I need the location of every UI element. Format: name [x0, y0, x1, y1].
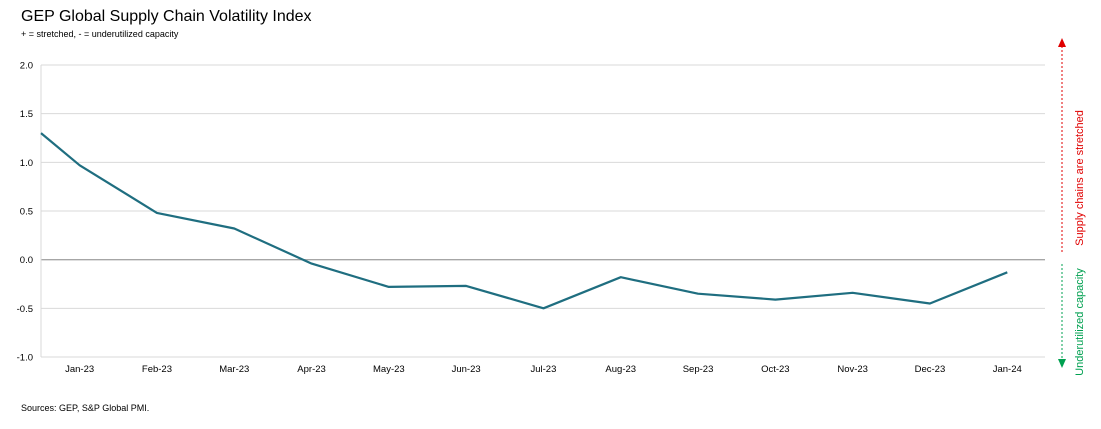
x-tick-label: Sep-23 — [683, 364, 714, 375]
x-tick-label: Mar-23 — [219, 364, 249, 375]
y-tick-label: -0.5 — [17, 304, 33, 315]
x-tick-label: Jul-23 — [531, 364, 557, 375]
x-tick-label: Dec-23 — [915, 364, 946, 375]
x-tick-label: Feb-23 — [142, 364, 172, 375]
y-tick-label: -1.0 — [17, 353, 33, 364]
x-tick-label: May-23 — [373, 364, 405, 375]
y-tick-label: 2.0 — [20, 61, 33, 72]
y-tick-label: 0.5 — [20, 207, 33, 218]
chart-source: Sources: GEP, S&P Global PMI. — [21, 403, 150, 413]
underutilized-label: Underutilized capacity — [1074, 268, 1086, 376]
down-arrow-icon — [1058, 359, 1066, 368]
x-tick-label: Aug-23 — [605, 364, 636, 375]
chart-subtitle: + = stretched, - = underutilized capacit… — [21, 29, 179, 39]
x-tick-label: Oct-23 — [761, 364, 790, 375]
x-tick-label: Nov-23 — [837, 364, 868, 375]
y-tick-label: 1.5 — [20, 109, 33, 120]
stretched-label: Supply chains are stretched — [1074, 110, 1086, 246]
x-tick-label: Jan-24 — [993, 364, 1022, 375]
chart-title: GEP Global Supply Chain Volatility Index — [21, 8, 312, 25]
up-arrow-icon — [1058, 38, 1066, 47]
gridlines — [40, 64, 1045, 358]
x-tick-label: Jan-23 — [65, 364, 94, 375]
x-tick-label: Apr-23 — [297, 364, 326, 375]
series-line — [40, 132, 1008, 310]
y-axis-ticks: 2.0 1.5 1.0 0.5 0.0 -0.5 -1.0 — [17, 61, 33, 364]
x-axis-ticks: Jan-23 Feb-23 Mar-23 Apr-23 May-23 Jun-23 Jul-… — [65, 364, 1022, 375]
y-tick-label: 1.0 — [20, 158, 33, 169]
x-tick-label: Jun-23 — [452, 364, 481, 375]
side-annotations: Supply chains are stretched Underutilized… — [1058, 38, 1086, 376]
y-tick-label: 0.0 — [20, 255, 33, 266]
